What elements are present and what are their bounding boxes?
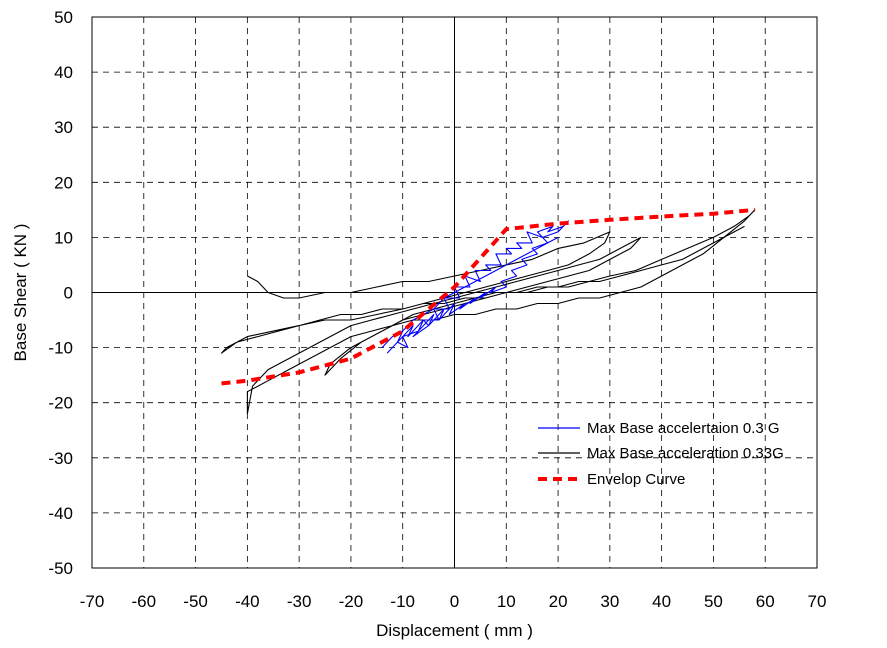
- y-tick-label: -50: [48, 559, 73, 578]
- x-tick-label: -30: [287, 592, 312, 611]
- legend: Max Base accelertaion 0.3 G Max Base acce…: [538, 420, 784, 488]
- x-tick-label: 10: [497, 592, 516, 611]
- legend-label-0: Max Base accelertaion 0.3 G: [587, 420, 780, 437]
- x-axis-label: Displacement ( mm ): [376, 621, 533, 640]
- y-tick-label: 20: [54, 173, 73, 192]
- x-tick-label: 60: [756, 592, 775, 611]
- x-tick-label: -20: [339, 592, 364, 611]
- y-tick-label: -20: [48, 394, 73, 413]
- x-tick-label: -50: [183, 592, 208, 611]
- series-line-0: [381, 220, 569, 354]
- x-tick-label: 20: [549, 592, 568, 611]
- x-tick-label: -40: [235, 592, 260, 611]
- y-tick-label: -40: [48, 504, 73, 523]
- y-tick-label: -10: [48, 339, 73, 358]
- legend-label-1: Max Base acceleration 0.33G: [587, 445, 784, 462]
- x-tick-label: -70: [80, 592, 105, 611]
- y-tick-label: 40: [54, 63, 73, 82]
- x-tick-label: -60: [131, 592, 156, 611]
- y-tick-label: 50: [54, 8, 73, 27]
- tick-label-layer: -70 -60 -50 -40 -30 -20 -10 0 10 20 30 40 50 60 70 -50 -…: [48, 8, 826, 611]
- x-tick-label: 70: [808, 592, 827, 611]
- y-tick-label: 0: [64, 284, 73, 303]
- series-line-1: [220, 209, 756, 415]
- x-tick-label: 50: [704, 592, 723, 611]
- x-tick-label: 0: [450, 592, 459, 611]
- x-tick-label: 30: [600, 592, 619, 611]
- legend-label-2: Envelop Curve: [587, 471, 685, 488]
- x-tick-label: 40: [652, 592, 671, 611]
- y-axis-label: Base Shear ( KN ): [11, 224, 30, 362]
- x-tick-label: -10: [390, 592, 415, 611]
- series-layer: [220, 207, 756, 415]
- y-tick-label: 10: [54, 228, 73, 247]
- series-line-2: [221, 207, 756, 386]
- y-tick-label: 30: [54, 118, 73, 137]
- y-tick-label: -30: [48, 449, 73, 468]
